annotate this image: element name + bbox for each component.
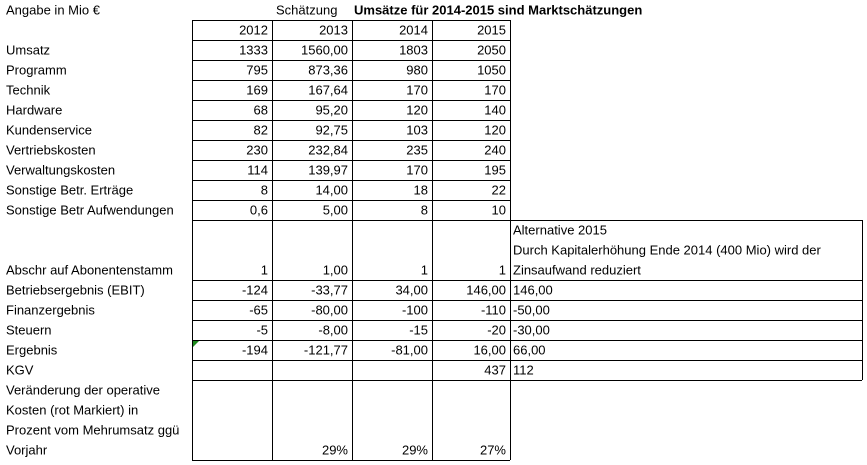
cell-value: 1333 (239, 42, 268, 57)
cell-value: -81,00 (391, 342, 428, 357)
cell-value: 170 (406, 162, 428, 177)
row-label: Steuern (6, 322, 52, 337)
cell-value: 232,84 (308, 142, 348, 157)
cell-value: 82 (254, 122, 268, 137)
cell-value: 103 (406, 122, 428, 137)
cell-value: 10 (492, 202, 506, 217)
cell-value: 235 (406, 142, 428, 157)
cell-value: 795 (246, 62, 268, 77)
extra-note: Durch Kapitalerhöhung Ende 2014 (400 Mio… (513, 242, 822, 257)
extra-value: 66,00 (513, 342, 546, 357)
row-label: Vorjahr (6, 442, 48, 457)
cell-value: 170 (484, 82, 506, 97)
cell-value: 1560,00 (301, 42, 348, 57)
cell-value: 29% (402, 442, 428, 457)
row-label: Sonstige Betr. Erträge (6, 182, 133, 197)
cell-value: -110 (481, 302, 506, 317)
cell-value: 195 (484, 162, 506, 177)
extra-value: 146,00 (513, 282, 553, 297)
cell-value: 0,6 (250, 202, 268, 217)
row-label: Finanzergebnis (6, 302, 95, 317)
cell-value: -100 (402, 302, 428, 317)
cell-value: 18 (414, 182, 428, 197)
cell-value: 16,00 (473, 342, 506, 357)
cell-value: 230 (246, 142, 268, 157)
cell-value: -33,77 (311, 282, 348, 297)
cell-value: 68 (254, 102, 268, 117)
column-header: 2014 (399, 22, 428, 37)
cell-value: -8,00 (318, 322, 348, 337)
row-label: Programm (6, 62, 67, 77)
cell-value: 169 (246, 82, 268, 97)
cell-value: -121,77 (304, 342, 348, 357)
cell-value: 980 (406, 62, 428, 77)
cell-value: 140 (484, 102, 506, 117)
cell-value: 146,00 (466, 282, 506, 297)
cell-value: 1050 (477, 62, 506, 77)
estimate-label: Schätzung (276, 2, 337, 17)
cell-value: -15 (409, 322, 428, 337)
cell-value: 170 (406, 82, 428, 97)
cell-value: 1 (261, 262, 268, 277)
cell-value: 8 (421, 202, 428, 217)
cell-value: -5 (256, 322, 268, 337)
extra-value: -30,00 (513, 322, 550, 337)
cell-value: 27% (480, 442, 506, 457)
cell-value: 1803 (399, 42, 428, 57)
row-label: Umsatz (6, 42, 50, 57)
cell-value: 29% (322, 442, 348, 457)
cell-value: 34,00 (395, 282, 428, 297)
extra-note: Zinsaufwand reduziert (513, 262, 641, 277)
cell-value: 114 (247, 162, 268, 177)
row-label: Abschr auf Abonentenstamm (6, 262, 173, 277)
column-header: 2015 (477, 22, 506, 37)
row-label: Sonstige Betr Aufwendungen (6, 202, 174, 217)
cell-value: 1 (499, 262, 506, 277)
extra-note: Alternative 2015 (513, 222, 607, 237)
cell-value: 22 (492, 182, 506, 197)
cell-value: 120 (406, 102, 428, 117)
row-label: Verwaltungskosten (6, 162, 115, 177)
row-label: Veränderung der operative (6, 382, 160, 397)
cell-value: 95,20 (315, 102, 348, 117)
row-label: Kundenservice (6, 122, 92, 137)
cell-value: 437 (484, 362, 506, 377)
cell-value: 14,00 (315, 182, 348, 197)
note: Umsätze für 2014-2015 sind Marktschätzun… (354, 2, 642, 17)
row-label: Prozent vom Mehrumsatz ggü (6, 422, 179, 437)
cell-value: -20 (487, 322, 506, 337)
row-label: Technik (6, 82, 51, 97)
comment-marker (193, 341, 199, 347)
cell-value: 873,36 (308, 62, 348, 77)
row-label: Kosten (rot Markiert) in (6, 402, 138, 417)
cell-value: 5,00 (323, 202, 348, 217)
cell-value: -65 (249, 302, 268, 317)
row-label: KGV (6, 362, 34, 377)
cell-value: 167,64 (308, 82, 348, 97)
cell-value: 8 (261, 182, 268, 197)
row-label: Vertriebskosten (6, 142, 96, 157)
cell-value: 240 (484, 142, 506, 157)
row-label: Hardware (6, 102, 62, 117)
cell-value: -80,00 (311, 302, 348, 317)
cell-value: 120 (484, 122, 506, 137)
extra-value: 112 (513, 362, 534, 377)
cell-value: 1,00 (323, 262, 348, 277)
cell-value: -124 (242, 282, 268, 297)
row-label: Betriebsergebnis (EBIT) (6, 282, 145, 297)
column-header: 2013 (319, 22, 348, 37)
cell-value: 139,97 (308, 162, 348, 177)
cell-value: 2050 (477, 42, 506, 57)
extra-value: -50,00 (513, 302, 550, 317)
sheet-title: Angabe in Mio € (6, 2, 101, 17)
cell-value: 1 (421, 262, 428, 277)
cell-value: 92,75 (315, 122, 348, 137)
column-header: 2012 (239, 22, 268, 37)
cell-value: -194 (242, 342, 268, 357)
row-label: Ergebnis (6, 342, 58, 357)
